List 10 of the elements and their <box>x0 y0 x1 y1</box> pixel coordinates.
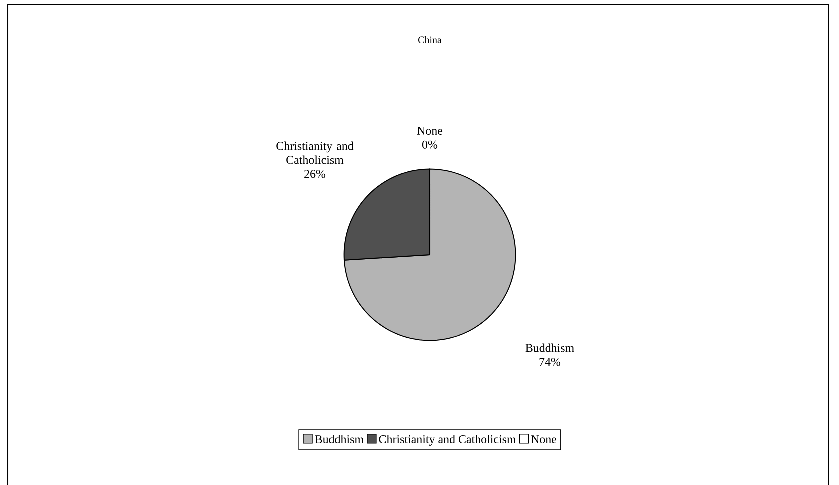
data-label: 74% <box>540 358 561 366</box>
category-label: None <box>417 127 443 135</box>
legend-label: Christianity and Catholicism <box>379 435 516 446</box>
chart-title: China <box>418 36 442 44</box>
slice-label: Christianity and Catholicism <box>276 142 354 164</box>
data-label: 26% <box>304 170 326 178</box>
slice-label: Buddhism <box>526 344 574 352</box>
legend-label: None <box>531 436 557 444</box>
legend-label: Buddhism <box>315 435 364 444</box>
text: 0% <box>422 140 438 149</box>
